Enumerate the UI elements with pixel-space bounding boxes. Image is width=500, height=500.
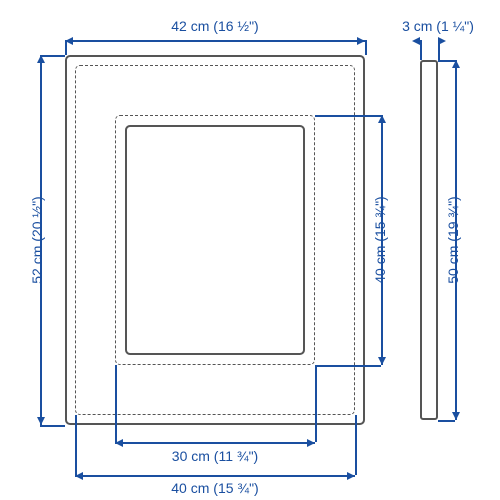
ext-line [355,415,357,475]
arrow-icon [412,37,420,45]
label-bottom-width: 40 cm (15 ¾") [171,480,258,496]
ext-line [115,365,117,442]
side-view-frame [420,60,438,420]
ext-line [40,55,65,57]
ext-line [438,40,440,60]
label-side-height: 50 cm (19 ¾") [445,185,461,295]
dim-line-inner-width [115,442,315,444]
dimension-diagram: 42 cm (16 ½") 3 cm (1 ¼") 52 cm (20 ½") … [0,0,500,500]
label-inner-height: 40 cm (15 ¾") [372,185,388,295]
label-inner-width: 30 cm (11 ¾") [172,448,258,464]
ext-line [438,60,455,62]
arrow-icon [357,37,365,45]
arrow-icon [452,412,460,420]
ext-line [438,420,455,422]
front-frame-inner [125,125,305,355]
arrow-icon [37,417,45,425]
ext-line [420,40,422,60]
ext-line [315,365,317,442]
dim-line-outer-width [65,40,365,42]
ext-line [75,415,77,475]
label-side-depth: 3 cm (1 ¼") [402,18,474,34]
arrow-icon [307,439,315,447]
ext-line [315,365,381,367]
ext-line [40,425,65,427]
arrow-icon [378,357,386,365]
label-outer-width: 42 cm (16 ½") [171,18,258,34]
arrow-icon [347,472,355,480]
ext-line [315,115,381,117]
ext-line [65,40,67,55]
ext-line [365,40,367,55]
label-outer-height: 52 cm (20 ½") [29,185,45,295]
dim-line-bottom-width [75,475,355,477]
